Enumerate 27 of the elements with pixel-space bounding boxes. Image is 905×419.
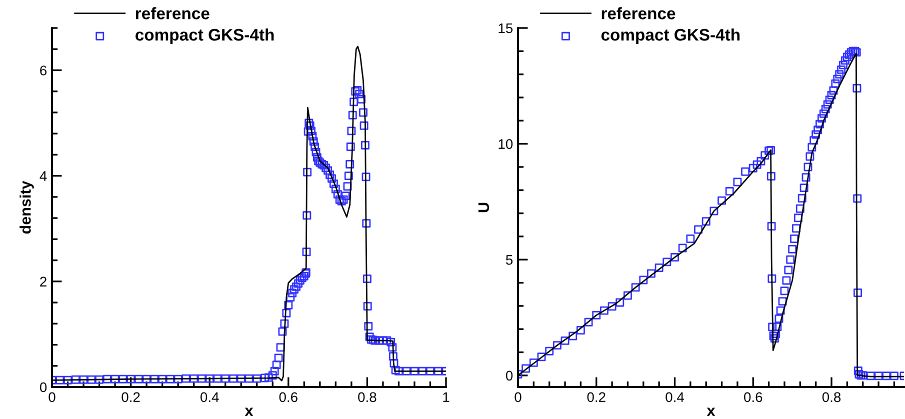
y-tick-label: 10 [498, 139, 513, 149]
y-axis-title: density [20, 180, 34, 234]
y-tick-label: 4 [40, 171, 47, 181]
legend-label: reference [136, 7, 210, 20]
y-tick-label: 6 [40, 66, 47, 76]
y-tick-label: 15 [498, 23, 513, 34]
x-tick-label: 0 [514, 392, 522, 402]
y-tick-label: 5 [506, 255, 513, 265]
x-tick-label: 0.4 [666, 392, 684, 402]
x-tick-label: 0.6 [279, 392, 298, 402]
legend-label: compact GKS-4th [136, 28, 274, 44]
x-tick-label: 0.4 [200, 392, 219, 402]
x-tick-label: 0 [48, 392, 56, 402]
x-axis-title: x [244, 408, 254, 416]
legend-label: compact GKS-4th [601, 28, 740, 44]
y-axis-title: U [478, 202, 490, 212]
y-tick-label: 0 [40, 382, 47, 392]
legend-label: reference [602, 7, 676, 20]
x-tick-label: 0.2 [122, 392, 140, 402]
x-tick-label: 1 [443, 392, 450, 402]
x-axis-title: x [706, 408, 716, 416]
y-tick-label: 2 [40, 276, 46, 286]
x-tick-label: 0.8 [822, 392, 841, 402]
x-tick-label: 0.2 [587, 392, 606, 402]
x-tick-label: 0.6 [744, 392, 762, 402]
x-tick-label: 0.8 [358, 392, 376, 402]
y-tick-label: 0 [506, 370, 513, 381]
